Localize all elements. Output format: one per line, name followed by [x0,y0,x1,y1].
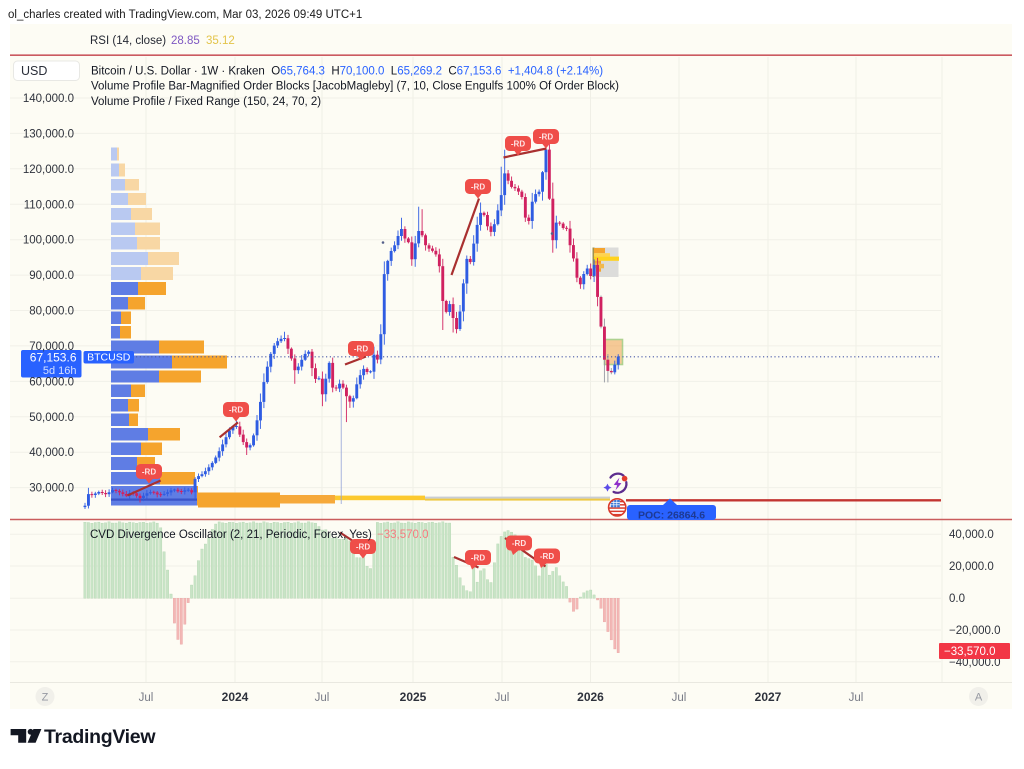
svg-text:40,000.0: 40,000.0 [29,447,74,459]
svg-text:30,000.0: 30,000.0 [29,483,74,495]
svg-text:-RD: -RD [512,539,526,548]
svg-text:-RD: -RD [540,552,554,561]
svg-text:Jul: Jul [315,692,330,704]
svg-text:5d 16h: 5d 16h [43,365,77,377]
svg-text:2024: 2024 [222,690,249,704]
svg-text:-RD: -RD [471,183,485,192]
svg-text:Jul: Jul [139,692,154,704]
svg-text:−40,000.0: −40,000.0 [949,657,1000,669]
svg-text:-RD: -RD [142,468,156,477]
svg-text:Jul: Jul [849,692,864,704]
svg-text:−33,570.0: −33,570.0 [944,646,995,658]
svg-text:110,000.0: 110,000.0 [24,199,74,211]
svg-text:-RD: -RD [471,554,485,563]
svg-text:ol_charles created with Tradin: ol_charles created with TradingView.com,… [8,9,362,21]
svg-text:TradingView: TradingView [44,726,156,748]
svg-text:POC: 26864.6: POC: 26864.6 [638,510,705,522]
svg-text:−20,000.0: −20,000.0 [949,625,1000,637]
svg-text:67,153.6: 67,153.6 [30,351,77,365]
svg-text:-RD: -RD [229,406,243,415]
svg-text:2026: 2026 [577,690,604,704]
svg-text:28.85: 28.85 [171,35,200,47]
svg-text:0.0: 0.0 [949,593,965,605]
svg-text:BTCUSD: BTCUSD [87,352,131,364]
svg-text:2025: 2025 [400,690,427,704]
svg-text:A: A [975,692,983,704]
svg-text:Volume Profile Bar-Magnified O: Volume Profile Bar-Magnified Order Block… [91,81,619,93]
svg-text:140,000.0: 140,000.0 [23,93,74,105]
svg-text:Bitcoin / U.S. Dollar · 1W · K: Bitcoin / U.S. Dollar · 1W · Kraken O65,… [91,66,603,78]
svg-text:−33,570.0: −33,570.0 [377,529,428,541]
svg-text:70,000.0: 70,000.0 [29,341,74,353]
svg-text:90,000.0: 90,000.0 [29,270,74,282]
svg-text:2027: 2027 [755,690,782,704]
svg-text:RSI (14, close): RSI (14, close) [90,35,166,47]
svg-text:50,000.0: 50,000.0 [29,412,74,424]
svg-text:-RD: -RD [354,345,368,354]
svg-text:35.12: 35.12 [206,35,235,47]
svg-text:80,000.0: 80,000.0 [29,306,74,318]
svg-text:-RD: -RD [539,133,553,142]
svg-text:130,000.0: 130,000.0 [23,128,74,140]
svg-text:CVD Divergence Oscillator (2,: CVD Divergence Oscillator (2, 21, Period… [90,529,372,541]
svg-text:USD: USD [21,64,47,78]
svg-text:Jul: Jul [672,692,687,704]
svg-text:Volume Profile / Fixed Range (: Volume Profile / Fixed Range (150, 24, 7… [91,96,321,108]
svg-text:Z: Z [42,692,49,704]
svg-text:-RD: -RD [356,543,370,552]
svg-text:100,000.0: 100,000.0 [23,235,74,247]
svg-text:120,000.0: 120,000.0 [23,164,74,176]
svg-text:-RD: -RD [511,140,525,149]
svg-text:20,000.0: 20,000.0 [949,561,994,573]
svg-text:40,000.0: 40,000.0 [949,529,994,541]
svg-text:60,000.0: 60,000.0 [29,376,74,388]
svg-text:Jul: Jul [495,692,510,704]
